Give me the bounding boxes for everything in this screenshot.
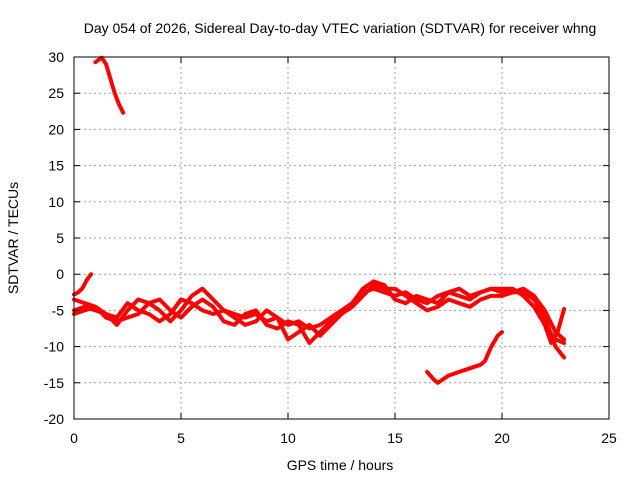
x-axis-label: GPS time / hours — [287, 457, 394, 473]
sdtvar-chart: Day 054 of 2026, Sidereal Day-to-day VTE… — [0, 0, 640, 480]
x-tick-label: 0 — [70, 430, 78, 446]
x-tick-label: 15 — [387, 430, 403, 446]
y-tick-label: 0 — [56, 266, 64, 282]
y-tick-label: 20 — [48, 121, 64, 137]
series-line-arc-a — [95, 58, 123, 113]
series-line-arc-f — [427, 332, 502, 383]
y-tick-label: 10 — [48, 194, 64, 210]
grid — [74, 57, 609, 419]
y-tick-label: -10 — [44, 339, 64, 355]
data-series — [74, 58, 564, 383]
y-tick-label: -15 — [44, 375, 64, 391]
y-tick-label: 5 — [56, 230, 64, 246]
y-tick-label: 25 — [48, 85, 64, 101]
x-tick-label: 20 — [494, 430, 510, 446]
x-tick-label: 10 — [280, 430, 296, 446]
y-axis-label: SDTVAR / TECUs — [5, 182, 21, 294]
y-tick-label: -5 — [52, 302, 65, 318]
x-tick-label: 25 — [601, 430, 617, 446]
y-tick-label: 15 — [48, 158, 64, 174]
y-tick-label: 30 — [48, 49, 64, 65]
axis-ticks: 0 5 10 15 20 25 30 25 20 15 10 5 0 -5 -10 -15 -20 — [44, 49, 617, 446]
y-tick-label: -20 — [44, 411, 64, 427]
x-tick-label: 5 — [177, 430, 185, 446]
series-line-arc-b — [74, 274, 91, 294]
chart-title: Day 054 of 2026, Sidereal Day-to-day VTE… — [84, 20, 597, 36]
